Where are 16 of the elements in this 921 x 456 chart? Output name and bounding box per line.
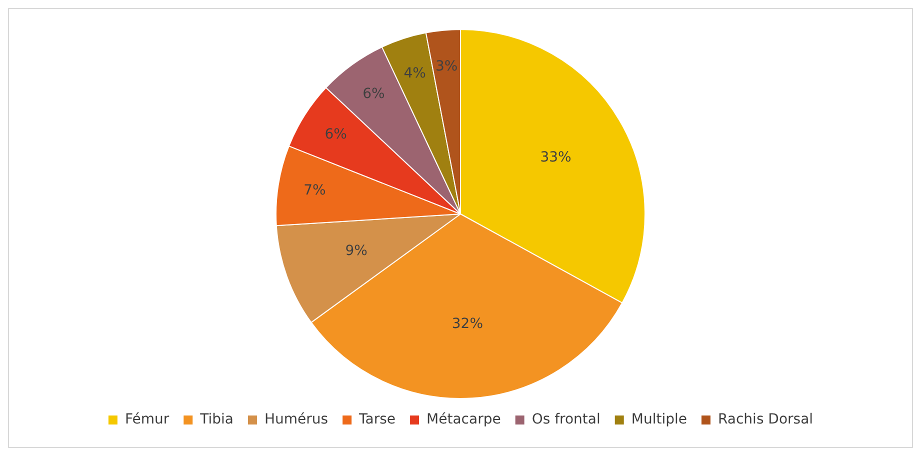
data-label: 6% [362, 86, 385, 102]
data-label: 7% [304, 182, 326, 199]
legend-label: Métacarpe [426, 412, 501, 428]
data-label: 3% [436, 58, 458, 75]
legend-label: Humérus [264, 412, 328, 428]
data-label: 4% [404, 65, 426, 82]
data-label: 32% [452, 316, 484, 332]
legend-label: Fémur [124, 412, 170, 428]
legend-label: Os frontal [532, 412, 600, 428]
legend-label: Multiple [631, 412, 687, 428]
data-label: 9% [345, 243, 368, 260]
legend-label: Tarse [358, 412, 396, 428]
data-label: 6% [324, 126, 347, 143]
legend-label: Tibia [199, 412, 234, 428]
data-label: 33% [540, 149, 572, 166]
legend-label: Rachis Dorsal [718, 412, 814, 428]
